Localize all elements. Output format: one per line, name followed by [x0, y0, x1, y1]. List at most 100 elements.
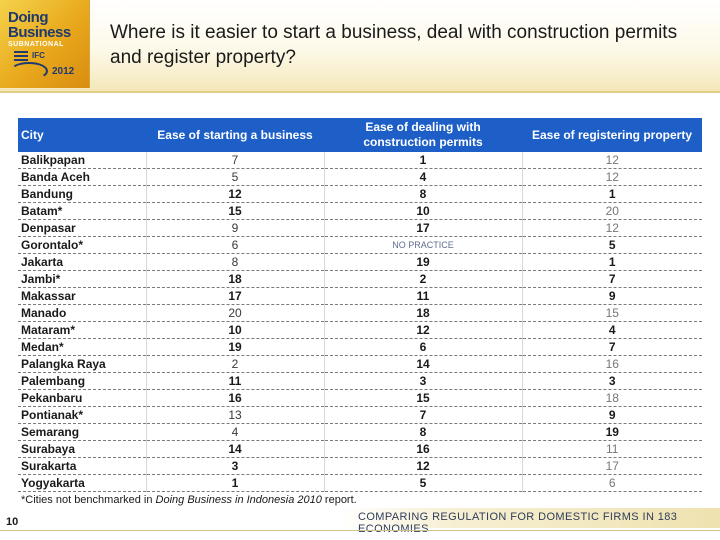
table-row: Gorontalo* 6 NO PRACTICE 5	[18, 236, 702, 255]
table-row: Bandung 12 8 1	[18, 185, 702, 204]
cell-city: Jambi*	[18, 270, 147, 289]
cell-registering-property: 12	[522, 168, 702, 187]
cell-registering-property: 15	[522, 304, 702, 323]
header-band	[0, 0, 720, 92]
cell-registering-property: 3	[522, 372, 702, 391]
page-number: 10	[6, 516, 19, 528]
cell-registering-property: 16	[522, 355, 702, 374]
cell-construction-permits: 14	[324, 355, 523, 374]
cell-starting-business: 10	[146, 321, 325, 340]
world-bank-mark-icon	[14, 51, 28, 61]
footnote-suffix: report.	[321, 494, 357, 507]
cell-city: Denpasar	[18, 219, 147, 238]
cell-city: Bandung	[18, 185, 147, 204]
cell-city: Medan*	[18, 338, 147, 357]
cell-starting-business: 6	[146, 236, 325, 255]
cell-construction-permits: 1	[324, 152, 523, 170]
header-construction-line-2: construction permits	[363, 135, 483, 149]
cell-starting-business: 11	[146, 372, 325, 391]
cell-construction-permits: 16	[324, 440, 523, 459]
table-row: Jakarta 8 19 1	[18, 253, 702, 272]
cell-starting-business: 15	[146, 202, 325, 221]
cell-construction-permits: 7	[324, 406, 523, 425]
cell-construction-permits: 12	[324, 321, 523, 340]
cell-starting-business: 18	[146, 270, 325, 289]
cell-starting-business: 7	[146, 152, 325, 170]
cell-registering-property: 12	[522, 219, 702, 238]
cell-registering-property: 20	[522, 202, 702, 221]
cell-construction-permits: 10	[324, 202, 523, 221]
table-row: Pontianak* 13 7 9	[18, 406, 702, 425]
cell-city: Mataram*	[18, 321, 147, 340]
table-row: Surabaya 14 16 11	[18, 440, 702, 459]
table-row: Manado 20 18 15	[18, 304, 702, 323]
cell-registering-property: 7	[522, 338, 702, 357]
header-divider	[0, 91, 720, 93]
cell-starting-business: 5	[146, 168, 325, 187]
table-row: Banda Aceh 5 4 12	[18, 168, 702, 187]
cell-city: Jakarta	[18, 253, 147, 272]
cell-registering-property: 17	[522, 457, 702, 476]
footer-band	[340, 508, 720, 528]
cell-registering-property: 1	[522, 253, 702, 272]
table-row: Yogyakarta 1 5 6	[18, 474, 702, 493]
cell-registering-property: 7	[522, 270, 702, 289]
cell-construction-permits: 4	[324, 168, 523, 187]
cell-city: Palembang	[18, 372, 147, 391]
footnote-prefix: *Cities not benchmarked in	[21, 494, 156, 507]
table-body: Balikpapan 7 1 12 Banda Aceh 5 4 12 Bandung 12 8 1 B…	[18, 152, 702, 493]
logo-line-2: Business	[8, 24, 71, 41]
cell-construction-permits: 11	[324, 287, 523, 306]
cell-registering-property: 5	[522, 236, 702, 255]
ranking-table: City Ease of starting a business Ease of…	[18, 118, 702, 493]
cell-registering-property: 1	[522, 185, 702, 204]
cell-registering-property: 18	[522, 389, 702, 408]
cell-registering-property: 12	[522, 152, 702, 170]
table-footnote: *Cities not benchmarked in Doing Busines…	[18, 492, 702, 506]
cell-construction-permits: 8	[324, 185, 523, 204]
logo-ifc: IFC	[32, 51, 45, 60]
cell-starting-business: 14	[146, 440, 325, 459]
cell-construction-permits: 15	[324, 389, 523, 408]
cell-city: Pontianak*	[18, 406, 147, 425]
logo-line-1: Doing	[8, 9, 49, 26]
cell-starting-business: 16	[146, 389, 325, 408]
table-row: Denpasar 9 17 12	[18, 219, 702, 238]
table-row: Jambi* 18 2 7	[18, 270, 702, 289]
footer-rule	[0, 530, 720, 531]
cell-starting-business: 9	[146, 219, 325, 238]
cell-construction-permits: 18	[324, 304, 523, 323]
cell-construction-permits: 12	[324, 457, 523, 476]
cell-registering-property: 19	[522, 423, 702, 442]
cell-city: Makassar	[18, 287, 147, 306]
cell-registering-property: 11	[522, 440, 702, 459]
logo-line-3: SUBNATIONAL	[8, 41, 64, 48]
header-construction-permits: Ease of dealing with construction permit…	[324, 118, 522, 152]
header-city: City	[18, 118, 146, 152]
header-registering-property: Ease of registering property	[522, 118, 702, 152]
table-row: Surakarta 3 12 17	[18, 457, 702, 476]
table-row: Palangka Raya 2 14 16	[18, 355, 702, 374]
cell-city: Manado	[18, 304, 147, 323]
cell-starting-business: 3	[146, 457, 325, 476]
cell-construction-permits: 8	[324, 423, 523, 442]
cell-registering-property: 9	[522, 287, 702, 306]
cell-starting-business: 17	[146, 287, 325, 306]
cell-city: Balikpapan	[18, 152, 147, 170]
cell-registering-property: 9	[522, 406, 702, 425]
table-row: Medan* 19 6 7	[18, 338, 702, 357]
footer-tagline: COMPARING REGULATION FOR DOMESTIC FIRMS …	[358, 511, 678, 535]
cell-starting-business: 1	[146, 474, 325, 493]
cell-city: Surakarta	[18, 457, 147, 476]
cell-city: Banda Aceh	[18, 168, 147, 187]
logo-year: 2012	[52, 66, 75, 77]
cell-construction-permits: 3	[324, 372, 523, 391]
cell-city: Gorontalo*	[18, 236, 147, 255]
cell-starting-business: 12	[146, 185, 325, 204]
cell-registering-property: 6	[522, 474, 702, 493]
cell-registering-property: 4	[522, 321, 702, 340]
cell-city: Surabaya	[18, 440, 147, 459]
cell-city: Yogyakarta	[18, 474, 147, 493]
table-row: Batam* 15 10 20	[18, 202, 702, 221]
header-starting-business: Ease of starting a business	[146, 118, 324, 152]
